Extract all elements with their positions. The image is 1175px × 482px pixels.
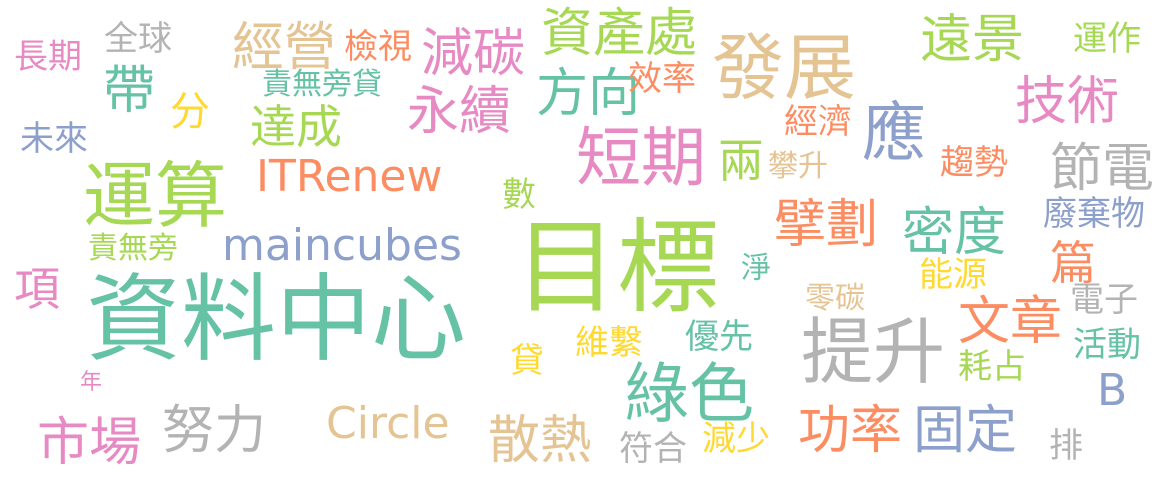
word-gong-lv: 功率 <box>798 401 903 461</box>
word-huo-dong: 活動 <box>1073 325 1141 365</box>
word-yun-zuo: 運作 <box>1073 19 1141 59</box>
word-mu-biao: 目標 <box>515 209 719 328</box>
word-fen: 分 <box>170 89 210 135</box>
word-ze-wu-pang-dai: 責無旁貸 <box>262 67 382 102</box>
word-quan-qiu: 全球 <box>104 19 172 59</box>
word-ling-tan: 零碳 <box>805 281 865 316</box>
word-dai-2: 貸 <box>510 341 544 381</box>
word-nian: 年 <box>80 370 103 395</box>
word-jian-tan: 減碳 <box>421 24 526 84</box>
word-jian-shi: 檢視 <box>344 27 412 67</box>
word-ying: 應 <box>862 97 926 171</box>
word-ti-sheng: 提升 <box>801 310 946 394</box>
word-wen-zhang: 文章 <box>958 292 1063 352</box>
word-jian-shao: 減少 <box>702 419 770 459</box>
word-b: B <box>1097 365 1128 416</box>
word-shu: 數 <box>502 175 536 215</box>
word-gu-ding: 固定 <box>913 401 1018 461</box>
word-mi-du: 密度 <box>902 203 1007 263</box>
word-san-re: 散熱 <box>488 411 593 471</box>
word-xiang: 項 <box>14 262 60 316</box>
word-wei-lai: 未來 <box>20 119 88 159</box>
word-circle: Circle <box>326 398 450 449</box>
word-zi-chan-chu: 資產處 <box>541 4 698 64</box>
word-dai: 帶 <box>103 61 156 121</box>
word-qu-shi: 趨勢 <box>940 143 1008 183</box>
word-zi-liao-zhong-xin: 資料中心 <box>86 265 467 375</box>
word-maincubes: maincubes <box>222 220 462 271</box>
word-wei-xi: 維繫 <box>575 323 643 363</box>
word-pai: 排 <box>1049 426 1083 466</box>
word-liang: 兩 <box>718 134 764 188</box>
word-fu-he: 符合 <box>619 429 687 469</box>
word-yun-suan: 運算 <box>83 154 228 238</box>
word-fa-zhan: 發展 <box>712 26 857 110</box>
word-fang-xiang: 方向 <box>536 64 641 124</box>
word-yuan-jing: 遠景 <box>920 10 1025 70</box>
word-duan-qi: 短期 <box>576 121 707 196</box>
word-neng-yuan: 能源 <box>919 255 987 295</box>
word-da-cheng: 達成 <box>250 100 342 154</box>
word-lv-se: 綠色 <box>624 357 755 432</box>
word-shi-chang: 市場 <box>37 413 142 473</box>
word-fei-qi-wu: 廢棄物 <box>1043 194 1145 234</box>
word-pian: 篇 <box>1050 236 1096 290</box>
word-xiao-lv: 效率 <box>628 59 696 99</box>
word-itrenew: ITRenew <box>256 151 443 202</box>
word-chang-qi: 長期 <box>14 37 82 77</box>
word-nu-li: 努力 <box>162 401 267 461</box>
word-hao-zhan: 耗占 <box>958 347 1026 387</box>
word-pan-sheng: 攀升 <box>768 149 828 184</box>
word-yong-xu: 永續 <box>407 82 512 142</box>
word-dian-zi: 電子 <box>1070 280 1138 320</box>
word-ji-shu: 技術 <box>1015 72 1120 132</box>
word-you-xian: 優先 <box>685 317 753 357</box>
word-jie-dian: 節電 <box>1050 139 1155 199</box>
word-jing-ying: 經營 <box>232 18 337 78</box>
word-jing-ji: 經濟 <box>784 102 852 142</box>
word-jing: 淨 <box>741 251 771 286</box>
word-bo-hua: 擘劃 <box>774 195 879 255</box>
word-ze-wu-pang: 責無旁 <box>88 231 178 266</box>
